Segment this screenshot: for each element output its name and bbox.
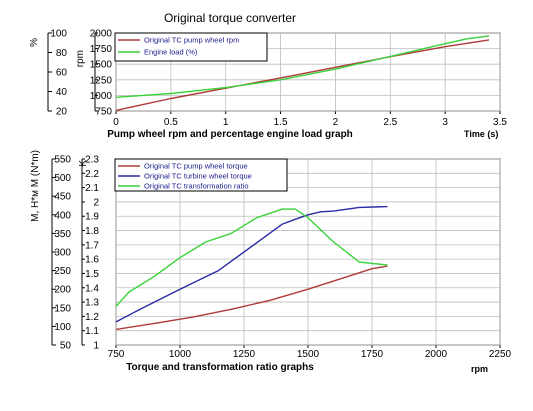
left-axis-label: % bbox=[29, 38, 40, 47]
inner-y-tick-label: 1.3 bbox=[85, 298, 99, 309]
inner-y-tick-label: 1250 bbox=[90, 75, 113, 86]
right-axis-label: K bbox=[78, 160, 89, 167]
legend-label-original-tc-pump-wheel-torque: Original TC pump wheel torque bbox=[144, 162, 248, 171]
bottom-chart: 750 1000 1250 1500 1750 2000 225011.11.21.31.4… bbox=[30, 150, 512, 374]
outer-y-tick-label: 500 bbox=[54, 173, 71, 184]
inner-y-tick-label: 1 bbox=[93, 341, 99, 352]
x-tick-label: 0 bbox=[113, 117, 119, 128]
x-axis-unit: rpm bbox=[471, 364, 488, 374]
figure-title: Original torque converter bbox=[164, 11, 296, 25]
x-axis-unit: Time (s) bbox=[464, 129, 498, 139]
legend-label-engine-load: Engine load (%) bbox=[144, 48, 198, 57]
outer-y-tick-label: 100 bbox=[50, 29, 67, 40]
outer-y-tick-label: 150 bbox=[54, 303, 71, 314]
top-chart: 0 0.5 1 1.5 2 2.5 3 3.5 750 1000 1250 1500 1750 2000 2… bbox=[29, 29, 507, 141]
x-tick-label: 2.5 bbox=[383, 117, 397, 128]
x-tick-label: 1000 bbox=[169, 349, 192, 360]
outer-y-tick-label: 20 bbox=[56, 107, 68, 118]
inner-y-tick-label: 1500 bbox=[90, 60, 113, 71]
series-line-original-tc-transformation-ratio bbox=[115, 208, 388, 307]
outer-y-tick-label: 60 bbox=[56, 68, 68, 79]
legend-label-original-tc-turbine-wheel-torque: Original TC turbine wheel torque bbox=[144, 172, 252, 181]
inner-y-tick-label: 2.2 bbox=[85, 169, 99, 180]
outer-y-tick-label: 40 bbox=[56, 87, 68, 98]
series-line-original-tc-turbine-wheel-torque bbox=[115, 205, 388, 323]
x-tick-label: 2 bbox=[333, 117, 339, 128]
outer-y-tick-label: 100 bbox=[54, 322, 71, 333]
x-tick-label: 750 bbox=[108, 349, 125, 360]
outer-y-tick-label: 350 bbox=[54, 229, 71, 240]
right-axis-label: rpm bbox=[75, 50, 86, 67]
inner-y-tick-label: 1.4 bbox=[85, 283, 99, 294]
inner-y-tick-label: 1.7 bbox=[85, 240, 99, 251]
outer-y-tick-label: 250 bbox=[54, 266, 71, 277]
series-line-original-tc-pump-wheel-torque bbox=[115, 265, 388, 331]
x-tick-label: 2250 bbox=[489, 349, 512, 360]
legend-box bbox=[114, 158, 288, 192]
legend-label-original-tc-pump-wheel-rpm: Original TC pump wheel rpm bbox=[144, 36, 239, 45]
inner-y-tick-label: 1.1 bbox=[85, 326, 99, 337]
inner-y-tick-label: 2.3 bbox=[85, 155, 99, 166]
outer-y-tick-label: 450 bbox=[54, 192, 71, 203]
inner-y-tick-label: 1.9 bbox=[85, 212, 99, 223]
legend: Original TC pump wheel rpm Engine load (%… bbox=[114, 32, 268, 62]
inner-y-tick-label: 2000 bbox=[90, 29, 113, 40]
series-line-engine-load bbox=[115, 35, 490, 98]
x-tick-label: 1.5 bbox=[274, 117, 288, 128]
outer-y-tick-label: 400 bbox=[54, 210, 71, 221]
x-tick-label: 3 bbox=[442, 117, 448, 128]
inner-y-tick-label: 1000 bbox=[90, 91, 113, 102]
outer-y-tick-label: 50 bbox=[60, 341, 72, 352]
x-tick-label: 3.5 bbox=[493, 117, 507, 128]
inner-y-tick-label: 2 bbox=[93, 197, 99, 208]
x-tick-label: 1250 bbox=[233, 349, 256, 360]
inner-y-tick-label: 750 bbox=[95, 107, 112, 118]
inner-y-tick-label: 1750 bbox=[90, 44, 113, 55]
inner-y-tick-label: 1.5 bbox=[85, 269, 99, 280]
legend-label-original-tc-transformation-ratio: Original TC transformation ratio bbox=[144, 182, 248, 191]
x-tick-label: 2000 bbox=[425, 349, 448, 360]
x-tick-label: 1500 bbox=[297, 349, 320, 360]
inner-y-tick-label: 1.8 bbox=[85, 226, 99, 237]
legend-box bbox=[114, 32, 268, 62]
left-axis-label: M, H*м M (N*m) bbox=[30, 150, 41, 222]
x-tick-label: 1750 bbox=[361, 349, 384, 360]
inner-y-tick-label: 1.2 bbox=[85, 312, 99, 323]
outer-y-tick-label: 200 bbox=[54, 285, 71, 296]
x-tick-label: 1 bbox=[223, 117, 229, 128]
x-tick-label: 0.5 bbox=[164, 117, 178, 128]
outer-y-tick-label: 80 bbox=[56, 48, 68, 59]
inner-y-tick-label: 2.1 bbox=[85, 183, 99, 194]
series-line-original-tc-pump-wheel-rpm bbox=[115, 39, 490, 112]
x-axis-title: Torque and transformation ratio graphs bbox=[126, 362, 314, 373]
outer-y-tick-label: 300 bbox=[54, 248, 71, 259]
inner-y-tick-label: 1.6 bbox=[85, 255, 99, 266]
outer-y-tick-label: 550 bbox=[54, 155, 71, 166]
x-axis-title: Pump wheel rpm and percentage engine loa… bbox=[107, 129, 353, 140]
